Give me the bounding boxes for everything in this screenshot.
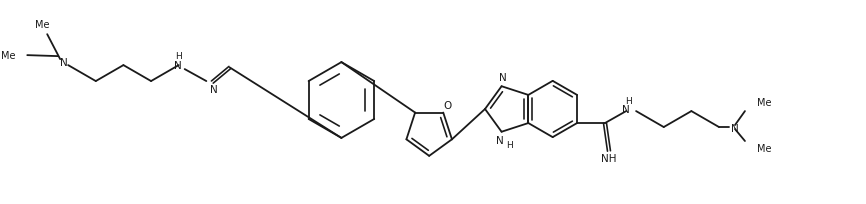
Text: N: N [174,61,182,71]
Text: N: N [499,73,507,83]
Text: NH: NH [601,154,617,164]
Text: O: O [443,101,451,111]
Text: H: H [506,141,513,150]
Text: H: H [624,97,631,106]
Text: Me: Me [35,20,49,30]
Text: N: N [61,58,68,68]
Text: Me: Me [757,98,772,108]
Text: Me: Me [1,51,16,61]
Text: Me: Me [757,144,772,154]
Text: H: H [175,52,182,61]
Text: N: N [623,105,630,115]
Text: N: N [495,136,503,146]
Text: N: N [210,85,218,95]
Text: N: N [731,124,739,134]
